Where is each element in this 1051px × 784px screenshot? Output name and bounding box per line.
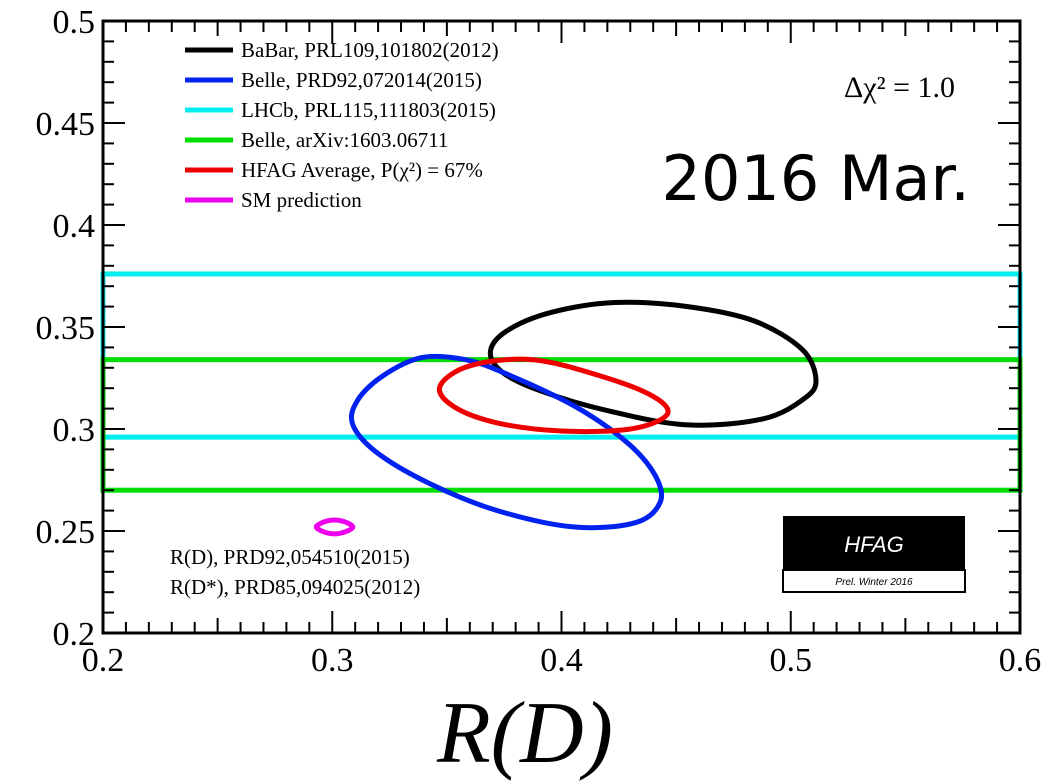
y-tick-label: 0.4 (53, 208, 96, 245)
ellipse-babar (487, 299, 819, 428)
ticks-layer (102, 20, 1021, 634)
legend: BaBar, PRL109,101802(2012) Belle, PRD92,0… (185, 38, 499, 212)
legend-label: BaBar, PRL109,101802(2012) (241, 38, 499, 62)
hfag-badge: HFAG Prel. Winter 2016 (782, 516, 966, 593)
legend-label: SM prediction (241, 188, 362, 212)
legend-label: Belle, arXiv:1603.06711 (241, 128, 448, 152)
hfag-badge-main: HFAG (844, 532, 903, 557)
y-tick-label: 0.25 (36, 514, 96, 551)
y-tick-label: 0.45 (36, 106, 96, 143)
y-tick-label: 0.3 (53, 412, 96, 449)
y-tick-label: 0.35 (36, 310, 96, 347)
bands-layer (100, 271, 1023, 493)
x-tick-label: 0.3 (311, 642, 354, 679)
legend-label: LHCb, PRL115,111803(2015) (241, 98, 496, 122)
band-lhcb (100, 271, 1023, 440)
sm-reference-1: R(D), PRD92,054510(2015) (170, 545, 410, 569)
tick-labels-layer: 0.2 0.3 0.4 0.5 0.6 0.2 0.25 0.3 0.35 0.4 0.45 0.5 (36, 4, 1042, 679)
y-tick-label: 0.5 (53, 4, 96, 41)
delta-chi2-annotation: Δχ² = 1.0 (844, 71, 955, 104)
band-belle-arxiv (100, 357, 1023, 493)
ellipse-belle-prd92 (348, 353, 665, 531)
x-tick-label: 0.5 (770, 642, 813, 679)
x-tick-label: 0.4 (540, 642, 583, 679)
ellipse-hfag-average (436, 356, 671, 435)
y-tick-label: 0.2 (53, 616, 96, 653)
ellipses-layer (313, 299, 819, 537)
ellipse-sm-prediction (313, 517, 356, 537)
sm-reference-2: R(D*), PRD85,094025(2012) (170, 575, 420, 599)
hfag-badge-sub: Prel. Winter 2016 (835, 577, 913, 588)
legend-label: HFAG Average, P(χ²) = 67% (241, 158, 483, 182)
x-tick-label: 0.6 (999, 642, 1042, 679)
x-tick-label: 0.2 (82, 642, 125, 679)
chart-title: 2016 Mar. (662, 142, 971, 215)
legend-label: Belle, PRD92,072014(2015) (241, 68, 482, 92)
hfag-badge-bottom (782, 569, 966, 593)
hfag-badge-top (783, 516, 965, 570)
x-axis-label: R(D) (436, 685, 613, 782)
